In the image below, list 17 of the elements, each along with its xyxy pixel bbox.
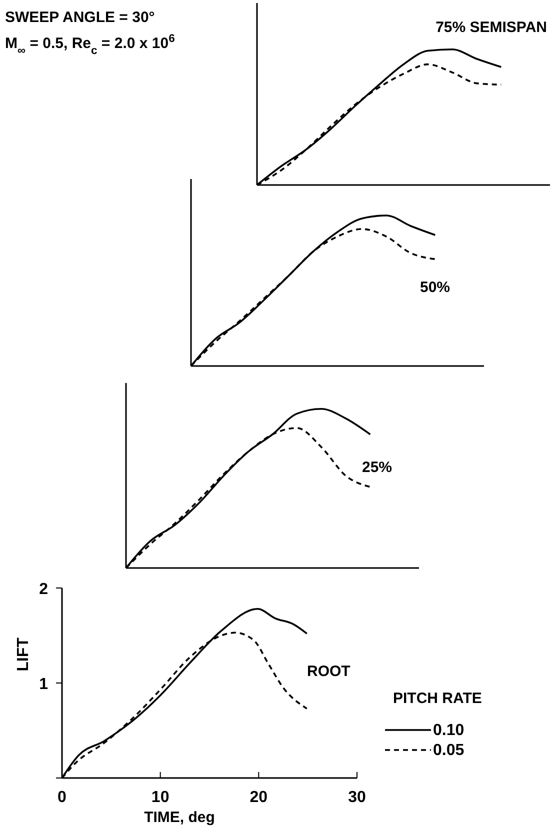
- x-tick-label: 10: [151, 789, 170, 806]
- text: 75% SEMISPAN: [436, 19, 547, 36]
- y-tick-label: 2: [39, 581, 48, 598]
- annotation: 25%: [362, 459, 392, 476]
- text: SWEEP ANGLE = 30°: [5, 9, 155, 26]
- annotation: 50%: [420, 279, 450, 296]
- text: M$_{∞}$ = 0.5, Re$_{c}$ = 2.0 x 10$^{6}$: [5, 33, 175, 57]
- x-tick-label: 30: [348, 789, 366, 806]
- y-tick-label: 1: [39, 676, 48, 693]
- x-tick-label: 20: [250, 789, 268, 806]
- y-axis-title: LIFT: [15, 637, 32, 672]
- x-tick-label: 0: [58, 789, 67, 806]
- legend-label: 0.05: [433, 742, 464, 759]
- legend-title: PITCH RATE: [393, 690, 482, 707]
- x-axis-title: TIME, deg: [144, 809, 215, 826]
- legend-label: 0.10: [433, 722, 464, 739]
- annotation: ROOT: [307, 663, 350, 680]
